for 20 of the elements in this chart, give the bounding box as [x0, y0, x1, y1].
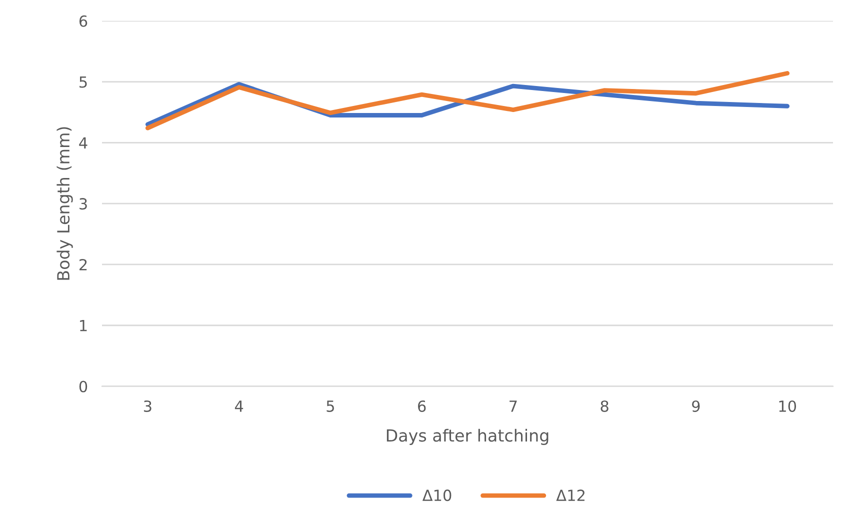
y-tick-label: 6 [79, 15, 88, 27]
legend-label: Δ12 [556, 490, 584, 501]
x-tick-label: 8 [600, 400, 608, 412]
x-tick-label: 6 [418, 400, 426, 412]
y-tick-label: 5 [80, 76, 87, 88]
x-tick-label: 9 [692, 400, 700, 412]
y-tick-label: 3 [80, 198, 87, 210]
x-tick-label: 10 [779, 400, 796, 412]
y-tick-label: 0 [79, 380, 88, 392]
x-tick-label: 4 [234, 400, 244, 412]
line-series [145, 71, 790, 130]
y-tick-label: 2 [80, 258, 87, 270]
legend-label: Δ10 [422, 490, 452, 502]
y-axis-title: Body Length (mm) [56, 127, 73, 280]
y-tick-label: 1 [80, 320, 87, 332]
y-tick-label: 4 [79, 137, 88, 148]
x-axis-title: Days after hatching [386, 428, 548, 445]
x-tick-label: 3 [144, 400, 152, 412]
x-tick-label: 5 [326, 400, 334, 412]
x-tick-label: 7 [510, 400, 517, 412]
